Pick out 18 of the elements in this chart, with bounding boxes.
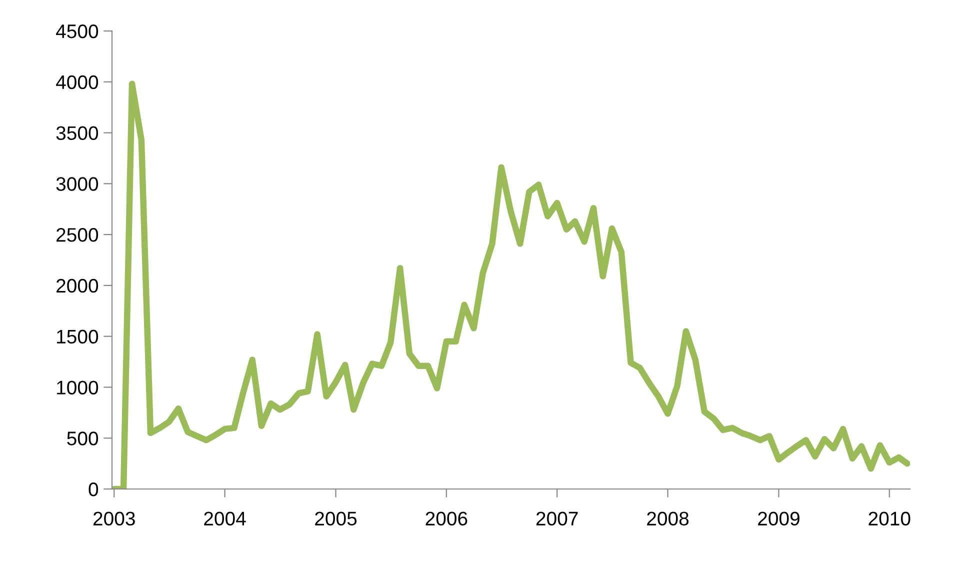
y-tick-label: 2000 [56, 278, 98, 293]
y-tick-label: 3500 [56, 126, 98, 140]
y-tick-label: 1500 [57, 330, 98, 344]
y-tick-label: 500 [67, 432, 98, 446]
y-tick-label: 4500 [56, 24, 98, 38]
y-tick-label: 2500 [56, 228, 98, 242]
y-tick-label: 3000 [56, 177, 98, 191]
y-tick-label: 4000 [56, 75, 98, 90]
x-tick-label: 2010 [868, 512, 910, 526]
x-tick-label: 2008 [647, 512, 689, 526]
x-tick-label: 2005 [315, 512, 357, 526]
y-tick-label: 1000 [57, 380, 98, 394]
x-tick-label: 2003 [93, 512, 135, 526]
x-tick-label: 2007 [536, 512, 578, 526]
y-tick-label: 0 [88, 482, 98, 496]
x-tick-label: 2006 [426, 512, 468, 526]
x-tick-label: 2004 [204, 512, 246, 526]
x-tick-label: 2009 [758, 512, 800, 526]
